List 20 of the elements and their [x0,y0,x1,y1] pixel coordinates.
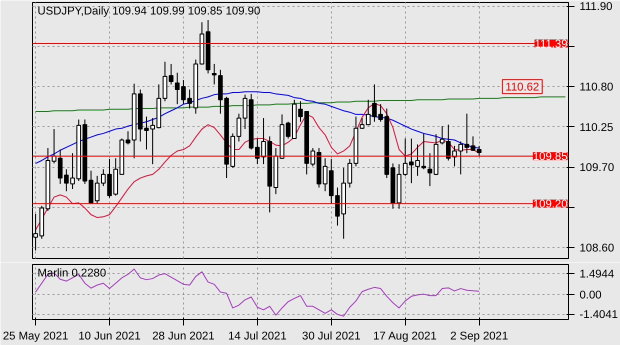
candlestick [212,63,217,85]
x-tick-label: 25 May 2021 [2,330,68,342]
y-tick-label: -1.4041 [580,309,618,322]
y-tick-label: 1.4944 [580,268,614,280]
line-series [35,268,480,317]
y-tick-label: 110.80 [580,82,614,94]
y-tick-label: 0.00 [580,289,602,302]
x-tick-label: 28 Jun 2021 [152,330,215,342]
chart-title: Marlin 0.2280 [38,268,106,280]
y-tick-label: 109.70 [580,162,614,174]
y-tick-label: 110.25 [580,122,614,134]
chart-title: USDJPY,Daily 109.94 109.99 109.85 109.90 [38,6,260,18]
annotation: 110.62 [505,82,540,94]
x-tick-label: 30 Jul 2021 [302,330,361,342]
x-tick-label: 14 Jul 2021 [228,330,287,342]
x-tick-label: 2 Sep 2021 [450,330,508,342]
y-tick-label: 111.90 [580,1,612,14]
x-tick-label: 17 Aug 2021 [373,330,437,342]
y-tick-label: 108.60 [580,242,614,255]
x-tick-label: 10 Jun 2021 [78,330,141,342]
